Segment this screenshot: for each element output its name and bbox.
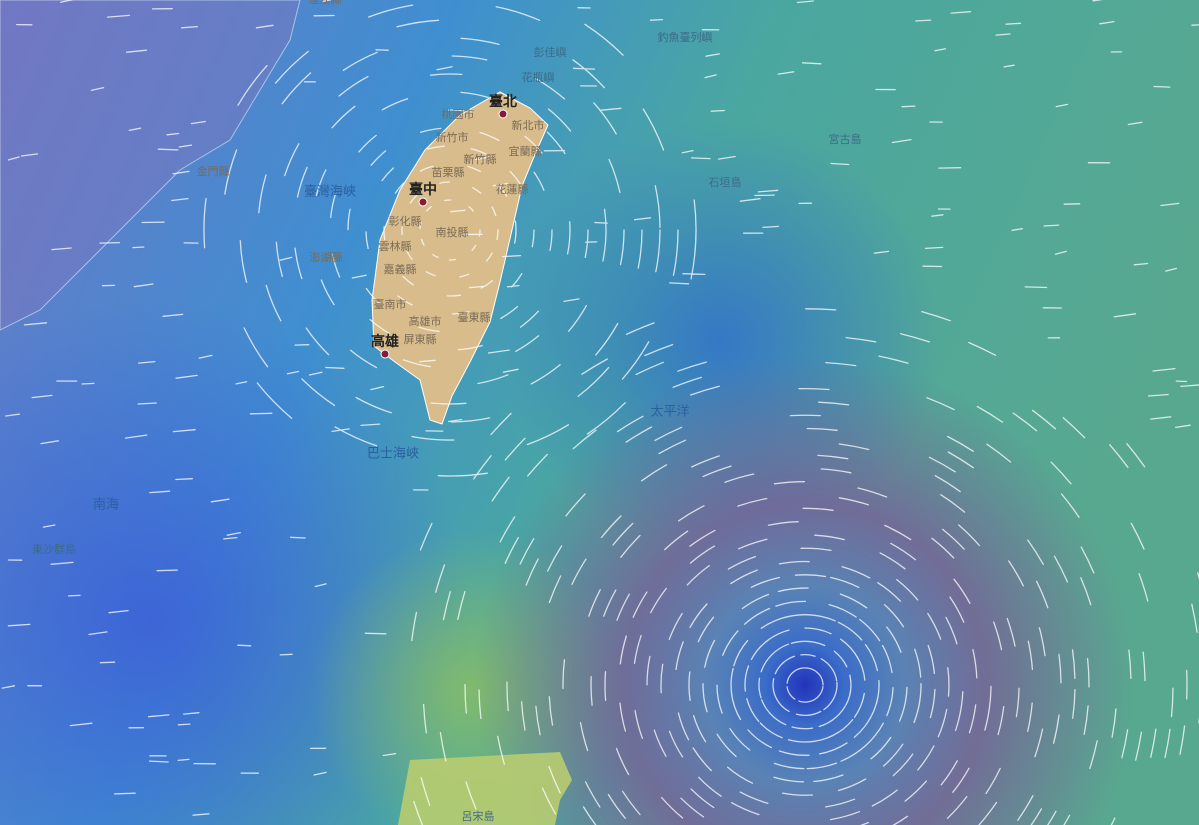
region-label: 臺南市 [374,297,407,311]
region-label: 臺東縣 [458,310,491,324]
island-label: 石垣島 [709,175,742,189]
city-label: 高雄 [371,333,399,350]
region-label: 連江縣 [309,0,342,6]
region-label: 宜蘭縣 [509,144,542,158]
mainland-coast [0,0,301,331]
island-label: 彭佳嶼 [534,45,567,59]
sea-label: 臺灣海峽 [304,185,356,200]
city-dot [498,109,508,119]
region-label: 雲林縣 [379,239,412,253]
city-label: 臺北 [489,93,517,110]
region-label: 花蓮縣 [496,182,529,196]
city-dot [418,197,428,207]
region-label: 新北市 [512,118,545,132]
island-label: 呂宋島 [462,809,495,823]
region-label: 高雄市 [409,314,442,328]
island-label: 釣魚臺列嶼 [658,30,713,44]
region-label: 南投縣 [436,225,469,239]
region-label: 澎湖縣 [310,251,343,264]
region-label: 彰化縣 [389,214,422,228]
city-dot [380,349,390,359]
region-label: 金門縣 [197,164,230,178]
sea-label: 巴士海峽 [367,447,419,462]
island-label: 宮古島 [829,132,862,146]
sea-label: 太平洋 [650,405,689,420]
sea-label: 南海 [93,497,119,513]
region-label: 苗栗縣 [432,166,465,179]
region-label: 屏東縣 [404,333,437,346]
region-label: 桃園市 [442,107,475,121]
city-label: 臺中 [409,181,437,198]
island-label: 花瓶嶼 [522,70,555,84]
luzon [398,752,572,825]
region-label: 新竹縣 [464,152,497,166]
labels: 臺北臺中高雄桃園市新竹市新北市新竹縣宜蘭縣苗栗縣花蓮縣彰化縣南投縣雲林縣嘉義縣臺… [32,0,862,823]
region-label: 新竹市 [436,130,469,144]
region-label: 嘉義縣 [384,262,417,276]
taiwan [371,91,549,425]
island-label: 東沙群島 [32,542,76,556]
